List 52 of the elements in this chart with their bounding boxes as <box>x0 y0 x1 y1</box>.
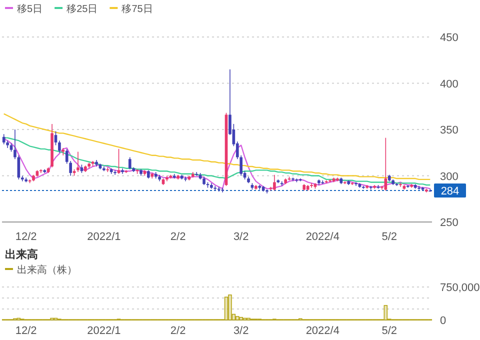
bar <box>239 316 243 320</box>
candlestick <box>184 176 187 182</box>
candlestick <box>114 170 116 176</box>
x-tick-label: 2022/4 <box>306 325 340 337</box>
candlestick <box>58 140 61 154</box>
candlestick <box>273 174 276 191</box>
candlestick <box>195 172 198 176</box>
candlestick <box>217 186 220 192</box>
candlestick <box>214 186 217 191</box>
candlestick <box>310 182 313 188</box>
bar <box>384 305 388 320</box>
bar <box>228 294 232 320</box>
y-tick-label: 450 <box>440 32 458 44</box>
candlestick <box>221 187 224 193</box>
x-tick-label: 2/2 <box>170 325 186 337</box>
bar <box>224 296 228 320</box>
y-tick-label: 350 <box>440 124 458 136</box>
candlestick <box>399 182 402 188</box>
x-tick-label: 2022/4 <box>306 231 340 243</box>
x-tick-label: 5/2 <box>382 325 398 337</box>
candlestick <box>292 177 294 182</box>
bar <box>232 314 236 320</box>
candlestick <box>128 156 132 170</box>
candlestick <box>117 148 120 174</box>
bar <box>236 316 240 320</box>
y-tick-label: 0 <box>440 315 446 327</box>
candlestick <box>54 130 58 146</box>
candlestick <box>106 167 110 172</box>
candlestick <box>354 182 358 186</box>
x-tick-label: 12/2 <box>15 325 37 337</box>
chart-title: 出来高 <box>5 248 38 261</box>
x-tick-label: 2022/1 <box>87 325 121 337</box>
legend-label: 移75日 <box>122 3 153 15</box>
ref-line-label: 284 <box>440 186 460 198</box>
legend-label: 出来高（株） <box>17 264 77 276</box>
legend-label: 移5日 <box>17 3 43 15</box>
x-tick-label: 3/2 <box>233 325 249 337</box>
candlestick <box>280 180 284 186</box>
x-tick-label: 12/2 <box>15 231 37 243</box>
x-tick-label: 2/2 <box>170 231 186 243</box>
candlestick <box>76 151 80 172</box>
y-tick-label: 400 <box>440 78 458 90</box>
y-tick-label: 300 <box>440 170 458 183</box>
legend-label: 移25日 <box>66 3 98 15</box>
x-tick-label: 3/2 <box>233 231 249 243</box>
y-tick-label: 750,000 <box>440 282 480 294</box>
candlestick <box>2 134 6 145</box>
x-tick-label: 5/2 <box>382 231 398 243</box>
y-tick-label: 250 <box>440 217 458 229</box>
candlestick <box>14 129 16 160</box>
x-tick-label: 2022/1 <box>87 231 121 243</box>
candlestick <box>266 189 268 194</box>
